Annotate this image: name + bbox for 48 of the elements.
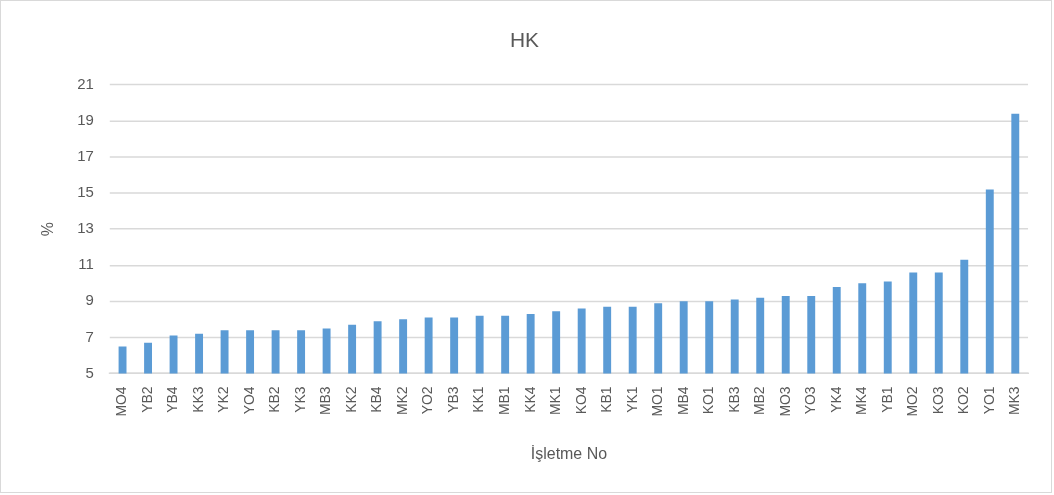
x-tick-label: YO3 xyxy=(802,386,819,415)
x-tick-label: YO1 xyxy=(980,386,997,415)
y-tick-label: 5 xyxy=(85,363,94,381)
x-tick-label: KO1 xyxy=(700,386,717,415)
y-tick-label: 21 xyxy=(77,75,94,92)
x-tick-label: YB2 xyxy=(138,386,155,413)
x-tick-label: KK1 xyxy=(470,386,487,413)
x-tick-label: KB2 xyxy=(266,386,283,413)
x-tick-label: YO4 xyxy=(240,386,257,415)
x-tick-label: MB4 xyxy=(674,386,691,416)
chart-title: HK xyxy=(509,28,540,52)
y-tick-label: 7 xyxy=(85,327,94,345)
x-axis-title: İşletme No xyxy=(530,443,608,462)
x-tick-label: MB3 xyxy=(317,386,334,416)
y-tick-label: 17 xyxy=(77,147,94,165)
x-tick-label: KO3 xyxy=(929,386,946,415)
x-tick-label: MO3 xyxy=(776,386,793,417)
x-tick-label: YB4 xyxy=(164,386,181,413)
x-tick-label: KK2 xyxy=(342,386,359,413)
x-tick-label: MK3 xyxy=(1006,386,1023,416)
x-tick-label: MB2 xyxy=(751,386,768,416)
x-tick-label: YK1 xyxy=(623,386,640,413)
y-tick-label: 11 xyxy=(78,255,94,273)
x-tick-label: YK2 xyxy=(215,386,232,413)
x-tick-label: YB1 xyxy=(878,386,895,413)
x-tick-label: MK2 xyxy=(393,386,410,416)
x-tick-label: MB1 xyxy=(495,386,513,416)
y-axis-title: % xyxy=(38,222,56,237)
x-tick-label: KB3 xyxy=(725,386,742,413)
x-tick-label: KK3 xyxy=(189,386,206,413)
x-tick-label: YB3 xyxy=(444,386,461,413)
x-tick-label: KB1 xyxy=(598,386,615,413)
x-tick-label: MO2 xyxy=(904,386,921,417)
x-tick-label: YK4 xyxy=(827,386,844,413)
x-tick-label: MO1 xyxy=(649,386,666,417)
x-tick-label: MK4 xyxy=(853,386,870,416)
x-tick-label: YK3 xyxy=(291,386,308,413)
x-tick-label: KK4 xyxy=(521,386,538,413)
x-tick-label: YO2 xyxy=(419,386,436,415)
x-tick-label: MK1 xyxy=(547,386,564,416)
x-tick-label: KO4 xyxy=(572,386,589,415)
x-tick-label: MO4 xyxy=(113,386,130,417)
y-tick-label: 9 xyxy=(85,291,94,309)
y-tick-label: 19 xyxy=(77,111,94,129)
x-tick-label: KB4 xyxy=(368,386,385,413)
y-tick-label: 13 xyxy=(77,219,94,237)
y-tick-label: 15 xyxy=(77,183,94,201)
x-tick-label: KO2 xyxy=(955,386,972,415)
